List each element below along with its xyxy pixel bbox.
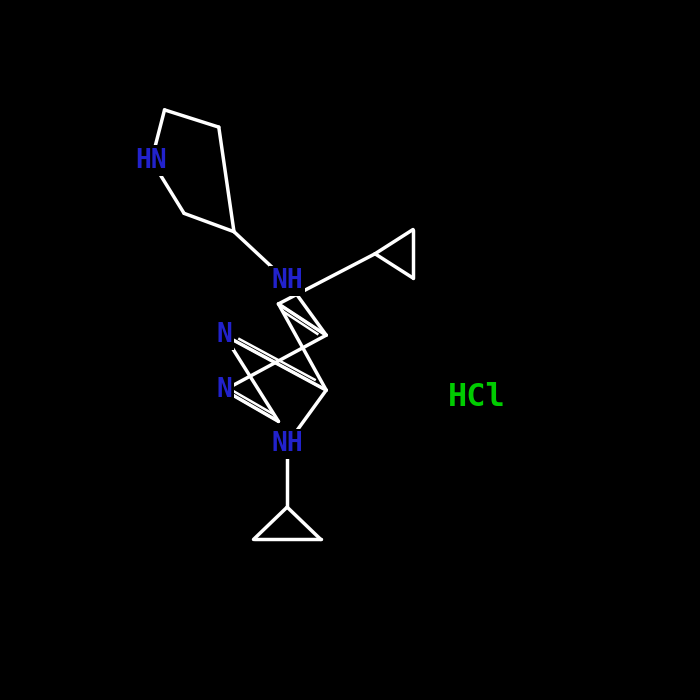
Text: HCl: HCl xyxy=(448,382,506,413)
Text: NH: NH xyxy=(272,431,303,457)
Text: HN: HN xyxy=(136,148,167,174)
Text: N: N xyxy=(216,322,232,348)
Text: NH: NH xyxy=(272,268,303,294)
Text: N: N xyxy=(216,377,232,403)
